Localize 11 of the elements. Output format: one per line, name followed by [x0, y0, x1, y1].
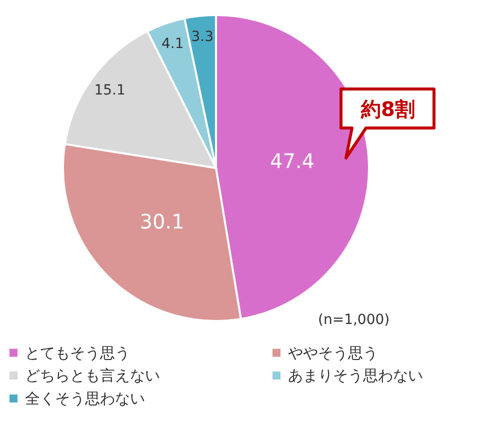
data-label: 3.3 [191, 29, 214, 46]
legend-label: とてもそう思う [25, 344, 130, 362]
text: (n=1,000) [318, 312, 390, 328]
data-label: 30.1 [140, 209, 184, 234]
data-label: 15.1 [94, 82, 126, 98]
data-label: 47.4 [270, 148, 315, 173]
legend-label: 全くそう思わない [25, 390, 145, 408]
legend-label: あまりそう思わない [288, 366, 423, 384]
legend-label: ややそう思う [288, 344, 378, 362]
legend-label: どちらとも言えない [25, 366, 160, 384]
data-label: 4.1 [161, 36, 184, 52]
